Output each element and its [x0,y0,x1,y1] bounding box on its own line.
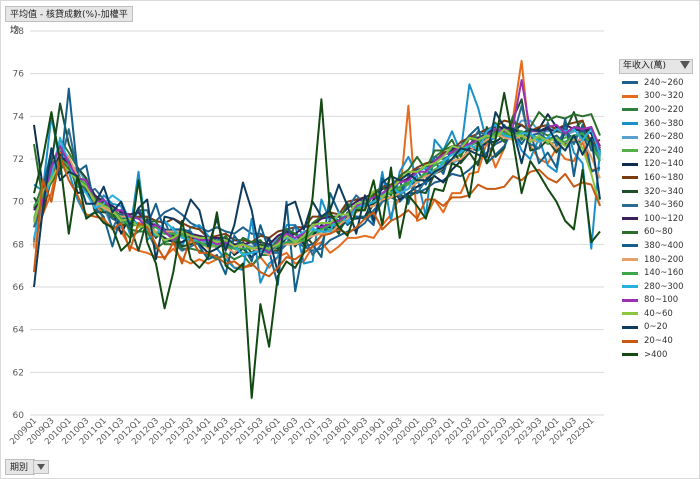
legend-label: 280~300 [644,281,684,292]
legend-item: >400 [622,348,694,362]
y-tick-label: 74 [13,112,25,122]
legend-item: 180~200 [622,253,694,267]
legend-swatch [622,230,638,234]
series-line-20~40 [33,155,601,278]
legend-label: 0~20 [644,322,668,333]
legend-label: 300~320 [644,91,684,102]
legend-field-button[interactable]: 年收入(萬) [619,59,693,74]
legend: 240~260 300~320 200~220 360~380 260~280 220~2… [622,76,694,361]
legend-label: 320~340 [644,186,684,197]
legend-swatch [622,298,638,302]
legend-item: 160~180 [622,171,694,185]
x-axis: 2009Q12009Q32010Q12010Q32011Q12011Q32012… [8,416,596,447]
y-tick-label: 76 [13,70,25,80]
legend-swatch [622,176,638,180]
legend-label: 340~360 [644,200,684,211]
series-line-280~300 [33,123,601,256]
legend-label: 160~180 [644,172,684,183]
legend-swatch [622,122,638,126]
y-tick-label: 64 [13,326,25,336]
legend-label: 100~120 [644,213,684,224]
legend-label: 60~80 [644,227,673,238]
y-tick-label: 72 [13,155,24,165]
legend-label: 200~220 [644,104,684,115]
legend-item: 120~140 [622,158,694,172]
legend-item: 240~260 [622,76,694,90]
axis-field-button[interactable]: 期別 [5,459,35,475]
filter-icon [37,464,45,470]
series-line-0~20 [33,111,601,288]
legend-item: 200~220 [622,103,694,117]
legend-item: 220~240 [622,144,694,158]
legend-swatch [622,244,638,248]
legend-label: 360~380 [644,118,684,129]
legend-swatch [622,217,638,221]
legend-item: 80~100 [622,294,694,308]
y-tick-label: 62 [13,368,24,378]
legend-item: 320~340 [622,185,694,199]
legend-label: >400 [644,349,668,360]
legend-swatch [622,135,638,139]
legend-label: 40~60 [644,308,673,319]
legend-swatch [622,94,638,98]
series-lines [33,59,601,399]
legend-item: 260~280 [622,130,694,144]
legend-swatch [622,285,638,289]
legend-swatch [622,203,638,207]
legend-item: 60~80 [622,226,694,240]
legend-swatch [622,325,638,329]
y-tick-label: 68 [13,240,25,250]
legend-item: 280~300 [622,280,694,294]
legend-swatch [622,312,638,316]
legend-swatch [622,353,638,357]
axis-filter-button[interactable] [33,460,49,474]
y-tick-label: 66 [13,283,25,293]
legend-label: 220~240 [644,145,684,156]
legend-label: 380~400 [644,240,684,251]
y-tick-label: 60 [13,411,25,421]
legend-item: 0~20 [622,321,694,335]
legend-label: 80~100 [644,295,679,306]
legend-item: 40~60 [622,307,694,321]
y-axis: 60 62 64 66 68 70 72 74 76 78 [13,27,25,421]
legend-label: 20~40 [644,336,673,347]
legend-swatch [622,162,638,166]
legend-item: 100~120 [622,212,694,226]
legend-label: 240~260 [644,77,684,88]
legend-swatch [622,149,638,153]
filter-icon[interactable] [680,61,690,69]
legend-item: 340~360 [622,198,694,212]
legend-swatch [622,271,638,275]
legend-item: 380~400 [622,239,694,253]
y-tick-label: 70 [13,198,25,208]
legend-swatch [622,190,638,194]
legend-item: 360~380 [622,117,694,131]
legend-label: 120~140 [644,159,684,170]
legend-swatch [622,108,638,112]
legend-item: 20~40 [622,334,694,348]
legend-title: 年收入(萬) [623,61,667,71]
y-tick-label: 78 [13,27,25,37]
legend-item: 300~320 [622,90,694,104]
value-field-button[interactable]: 平均值 - 核貸成數(%)-加權平均 [5,6,133,36]
legend-item: 140~160 [622,266,694,280]
legend-swatch [622,339,638,343]
series-line->400 [33,91,601,399]
legend-swatch [622,258,638,262]
legend-label: 140~160 [644,268,684,279]
legend-label: 180~200 [644,254,684,265]
legend-label: 260~280 [644,132,684,143]
legend-swatch [622,81,638,85]
